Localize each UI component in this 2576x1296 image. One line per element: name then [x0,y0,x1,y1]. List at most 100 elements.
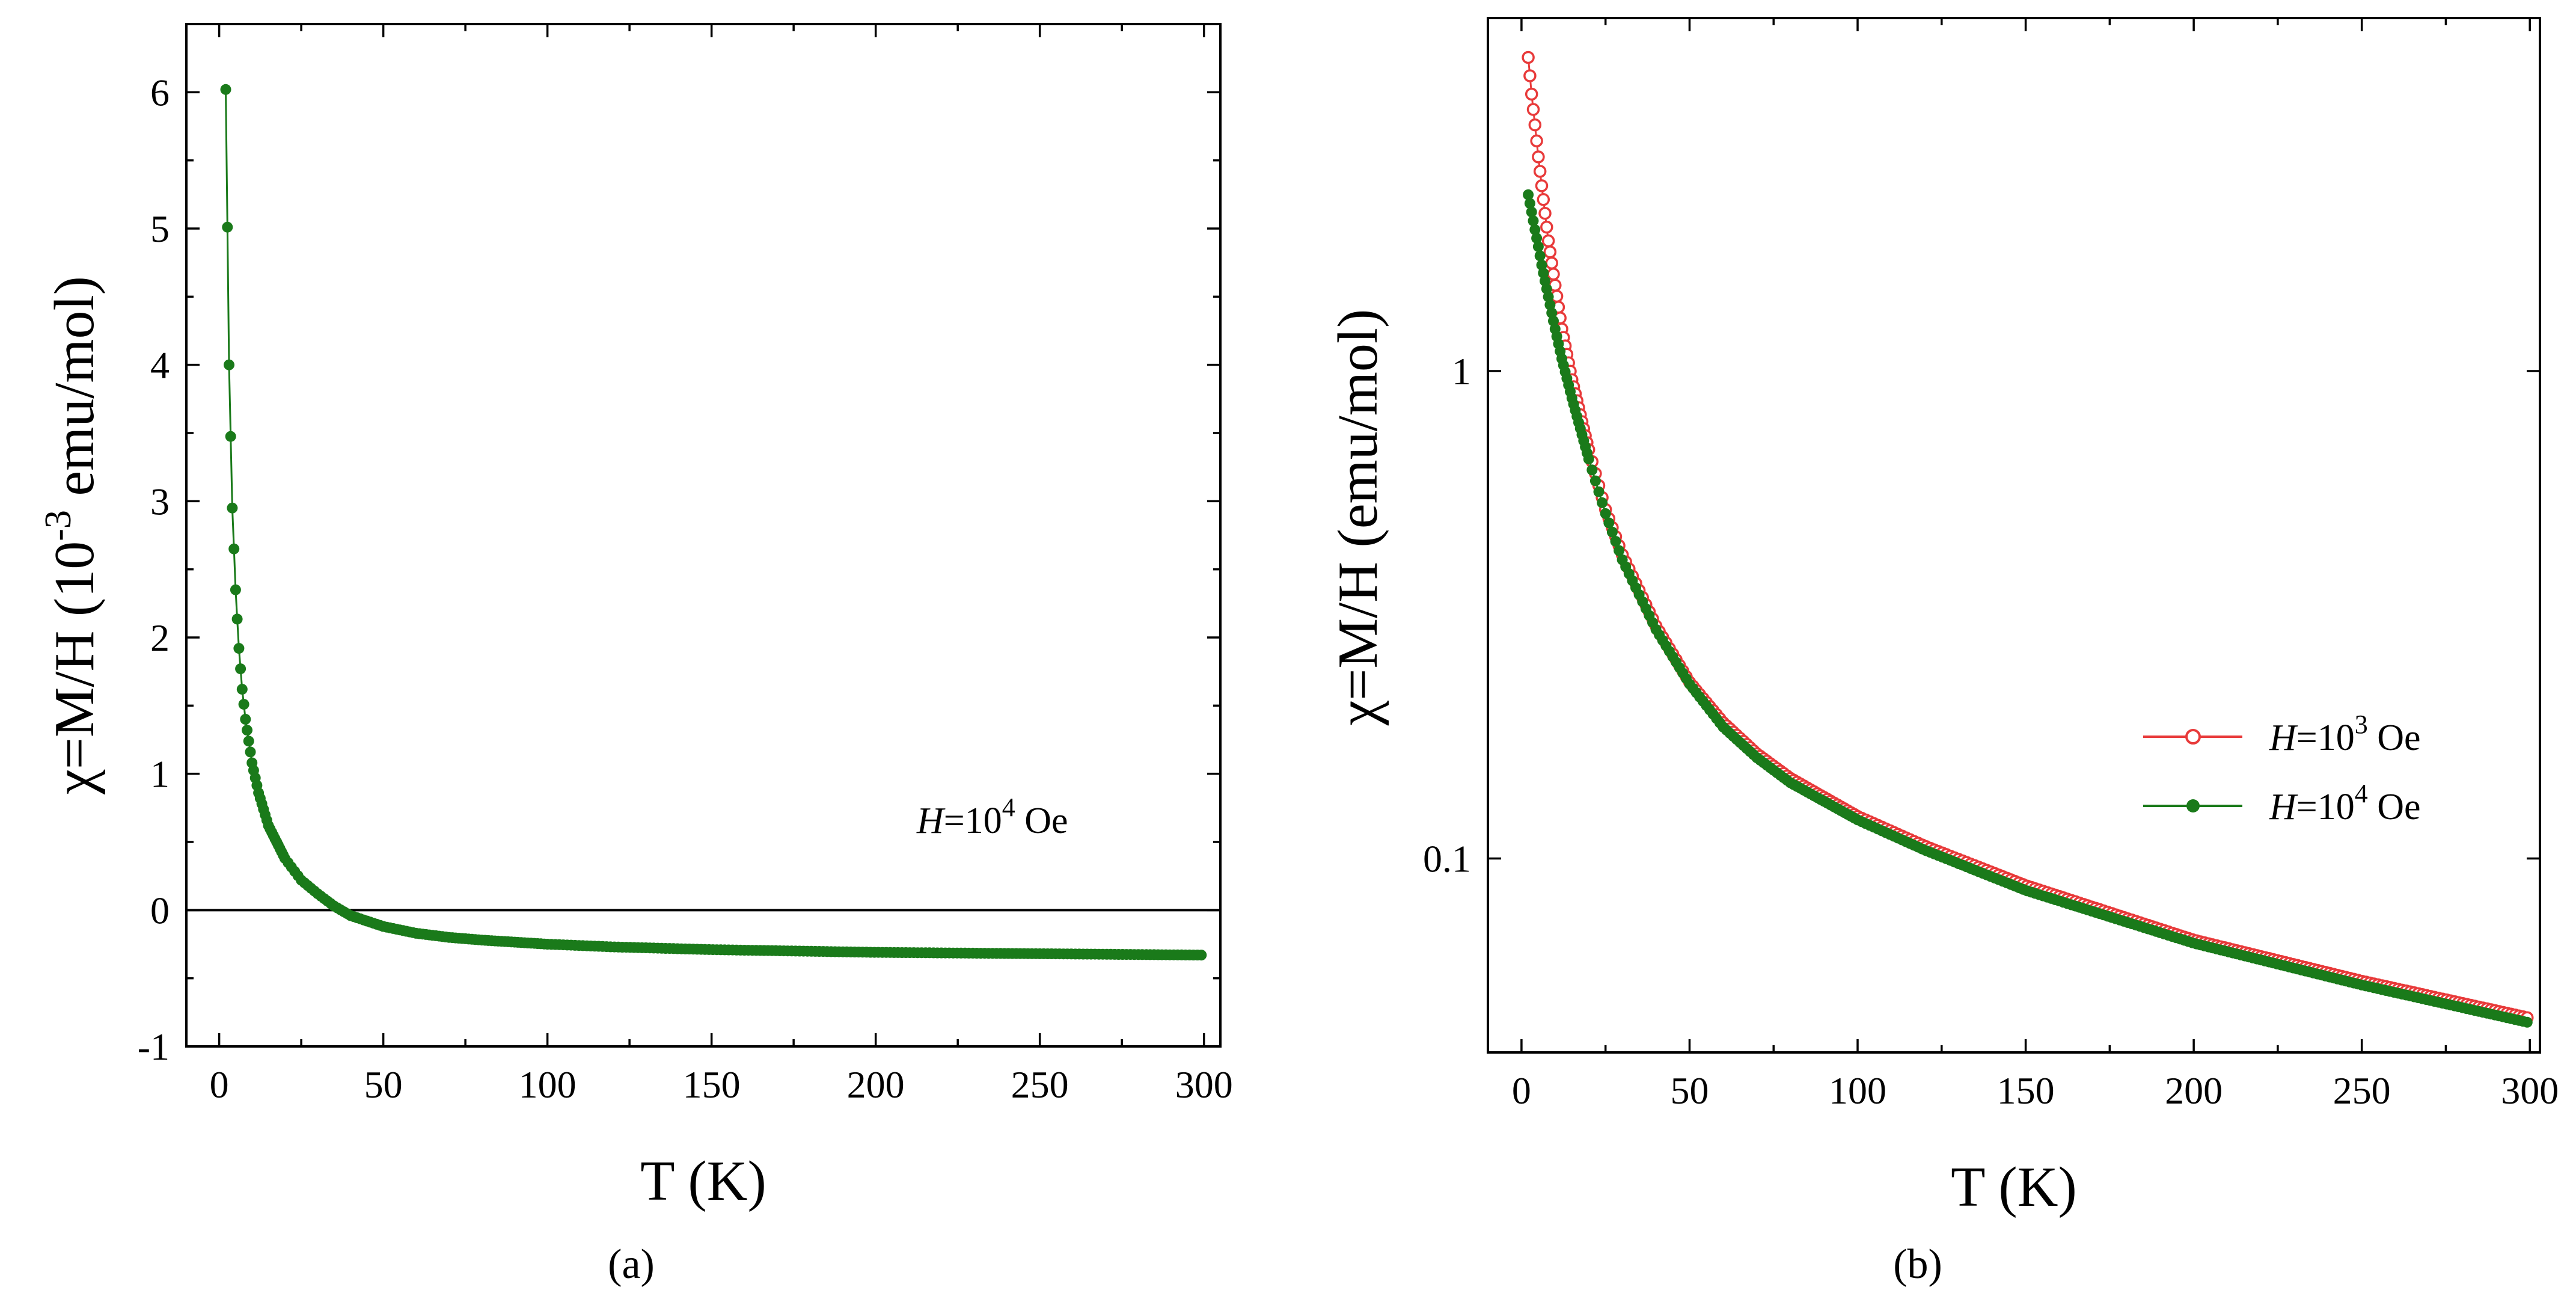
panel-a-label: (a) [608,1241,655,1288]
panel-b-series-1-point [1583,453,1594,465]
panel-a-series-0-point [236,684,248,695]
panel-a-series-0-point [230,584,241,595]
panel-b-series-1-point [1529,224,1541,235]
panel-b-series-1-point [1597,497,1608,508]
panel-b-series-1-point [1523,189,1534,200]
panel-a-series-0-point [231,613,243,625]
panel-b-series-1-points [1523,189,2533,1028]
panel-a-series-0-point [233,643,245,654]
panel-b-series-0-point [1535,179,1549,192]
panel-a-series-0-point [242,725,252,736]
panel-a-y-tick-label: 5 [150,207,170,250]
panel-a-y-tick-label: 6 [150,71,170,114]
legend-label-h1e4: H=104 Oe [2269,779,2421,828]
panel-b-series-1-point [1528,215,1539,227]
panel-b-label: (b) [1893,1241,1942,1288]
panel-b-series-0-point [1533,165,1547,178]
panel-b-series-0-point [1523,69,1537,82]
panel-b-x-tick-label: 200 [2165,1069,2223,1112]
panel-b-series-1-point [1544,299,1556,310]
panel-b-series-0-points [1522,51,2534,1024]
panel-b-series-0-point [1530,134,1543,148]
panel-b-series-1-point [1524,198,1535,209]
panel-b-series-1-point [1600,508,1611,519]
panel-b-data-marks [1522,51,2534,1028]
panel-b-x-tick-label: 100 [1829,1069,1886,1112]
panel-a-series-0-point [220,84,231,95]
panel-b-series-1-point [1593,486,1605,497]
panel-a-plot-frame [185,23,1222,1048]
panel-b-series-0-point [1525,87,1538,101]
panel-a-y-tick-label: -1 [138,1025,170,1068]
panel-a-series-0-point [243,736,254,747]
panel-a-series-0-points [220,84,1207,961]
panel-b-series-1-point [1546,307,1558,319]
legend-marker-h1e4 [2186,799,2200,812]
panel-b-x-axis-title: T (K) [1951,1156,2077,1218]
panel-a-y-tick-label: 2 [150,616,170,659]
panel-b-series-0-line [1527,57,2528,1019]
panel-b-y-ticks: 0.11 [1423,350,2540,880]
panel-b-series-0-point [1543,245,1557,259]
panel-b-series-1-point [1532,241,1544,253]
panel-a-y-tick-label: 4 [150,344,170,387]
panel-a-y-axis-title: χ=M/H (10-3 emu/mol) [38,276,106,795]
panel-b-series-1-point [1586,464,1598,476]
panel-b-y-axis-title: χ=M/H (emu/mol) [1327,309,1389,726]
panel-b-series-1-point [1614,545,1625,556]
panel-a-series-0-point [227,502,238,514]
panel-b-x-tick-label: 150 [1997,1069,2055,1112]
panel-b-series-0-point [1541,234,1555,248]
panel-b-series-0-point [1522,51,1535,64]
panel-b-series-1-point [1610,536,1621,547]
panel-b-series-1-point [1603,517,1615,529]
panel-a-series-0-point [245,746,256,758]
panel-b-series-0-point [1528,118,1542,132]
panel-b-y-tick-label: 0.1 [1423,837,1471,880]
panel-a-x-ticks: 0 50 100 150 200 250 300 [210,24,1233,1106]
panel-b-x-ticks: 0 50 100 150 200 250 300 [1512,18,2559,1112]
panel-a-y-tick-label: 0 [150,889,170,932]
panel-a-x-tick-label: 150 [683,1063,741,1106]
panel-a-x-tick-label: 250 [1011,1063,1069,1106]
panel-b-series-0-point [1545,256,1558,270]
panel-b-series-1-point [2521,1016,2533,1028]
panel-a-field-annotation: H=104 Oe [916,793,1068,841]
panel-b-series-1-point [1606,526,1618,538]
panel-a-x-tick-label: 200 [847,1063,905,1106]
panel-a-series-0-point [238,699,249,710]
panel-b-series-0-point [1538,206,1552,220]
panel-a-series-0-point [222,221,233,233]
panel-a-series-0-point [224,359,234,370]
panel-b-x-tick-label: 250 [2333,1069,2391,1112]
panel-a-y-tick-label: 3 [150,480,170,523]
panel-a-x-axis-title: T (K) [640,1150,766,1212]
legend-marker-h1e3 [2185,729,2201,745]
panel-a-y-tick-label: 1 [150,753,170,796]
panel-b: 0 50 100 150 200 250 300 0.11 T (K) χ=M/H (emu… [1327,17,2559,1288]
panel-b-x-tick-label: 0 [1512,1069,1531,1112]
panel-b-series-1-point [1526,206,1537,218]
panel-b-series-1-line [1527,194,2528,1024]
legend-label-h1e3: H=103 Oe [2269,710,2421,758]
panel-b-series-0-point [1532,150,1545,164]
panel-a-x-tick-label: 0 [210,1063,229,1106]
panel-b-series-1-point [1534,250,1546,262]
panel-a-x-tick-label: 50 [364,1063,403,1106]
panel-a-x-tick-label: 100 [519,1063,577,1106]
panel-b-legend: H=103 Oe H=104 Oe [2143,710,2421,828]
panel-a: 0 50 100 150 200 250 300 -1 0 1 2 3 4 5 6 T (K) χ=M/H… [38,23,1233,1288]
panel-a-series-0-point [1196,950,1207,961]
panel-b-series-0-point [1540,220,1553,234]
panel-a-data-marks [186,84,1220,961]
panel-b-x-tick-label: 50 [1670,1069,1709,1112]
panel-b-series-1-point [1531,233,1543,244]
panel-b-series-0-point [1537,193,1550,206]
panel-a-series-0-point [225,431,236,442]
panel-a-series-0-point [228,543,240,554]
panel-b-series-1-point [1589,475,1601,487]
panel-a-x-tick-label: 300 [1175,1063,1233,1106]
panel-a-y-ticks: -1 0 1 2 3 4 5 6 [138,71,1220,1068]
panel-a-series-0-point [235,663,246,675]
